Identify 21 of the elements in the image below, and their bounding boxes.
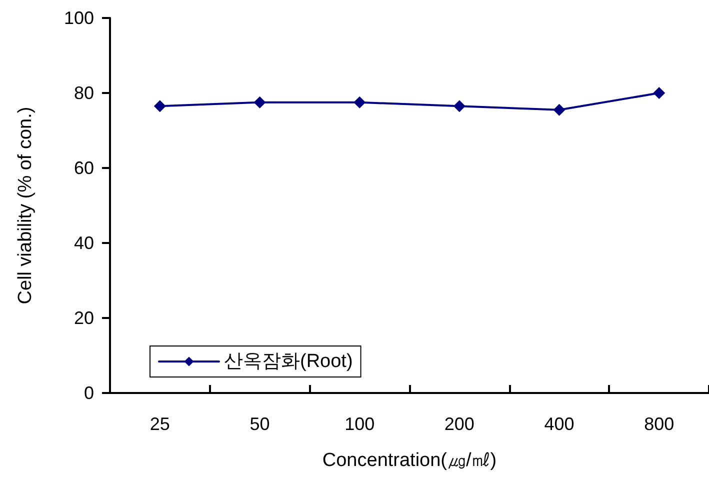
y-tick-label: 40 [74,233,94,253]
x-tick-label: 100 [344,414,375,434]
legend-label: 산옥잠화(Root) [224,351,353,372]
y-tick-label: 80 [74,83,94,103]
point [354,96,366,108]
point [653,87,666,99]
y-axis-title: Cell viability (% of con.) [15,106,36,304]
x-tick-label: 200 [444,414,474,434]
y-tick-label: 20 [74,308,94,328]
x-tick-label: 25 [150,414,170,434]
point [154,100,166,112]
point [254,96,266,108]
x-tick-label: 400 [544,414,574,434]
point [453,100,466,112]
x-tick-label: 800 [644,414,674,434]
point [553,104,566,116]
x-tick-label: 50 [250,414,270,434]
y-tick-label: 100 [64,8,94,28]
x-axis-title: Concentration(㎍/㎖) [322,450,497,471]
y-tick-label: 60 [74,158,94,178]
y-tick-label: 0 [84,383,94,403]
